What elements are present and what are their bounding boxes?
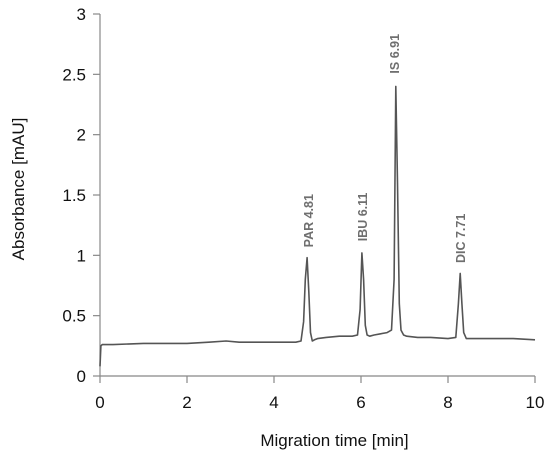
y-tick-label: 3 [77, 5, 86, 24]
x-tick-label: 4 [269, 393, 278, 412]
peak-label: PAR 4.81 [302, 194, 316, 247]
peak-label: DIC 7.71 [454, 214, 468, 263]
plot-area [99, 85, 536, 367]
y-tick-label: 1 [77, 246, 86, 265]
x-tick-label: 6 [356, 393, 365, 412]
ticks: 0 0.5 1 1.5 2 2.5 3 0 2 4 6 8 10 [62, 5, 544, 412]
y-axis-title: Absorbance [mAU] [9, 118, 28, 261]
x-tick-label: 8 [443, 393, 452, 412]
y-tick-label: 1.5 [62, 186, 86, 205]
peak-label: IBU 6.11 [356, 193, 370, 242]
x-tick-label: 0 [95, 393, 104, 412]
y-tick-label: 2.5 [62, 65, 86, 84]
y-tick-label: 0.5 [62, 307, 86, 326]
axes [99, 14, 535, 377]
x-axis-title: Migration time [min] [260, 431, 408, 450]
peak-label: IS 6.91 [388, 34, 402, 74]
y-tick-label: 2 [77, 126, 86, 145]
x-tick-label: 2 [182, 393, 191, 412]
peak-annotations: PAR 4.81 IBU 6.11 IS 6.91 DIC 7.71 [302, 34, 468, 263]
x-tick-label: 10 [526, 393, 545, 412]
signal-line [99, 85, 536, 367]
y-tick-label: 0 [77, 367, 86, 386]
